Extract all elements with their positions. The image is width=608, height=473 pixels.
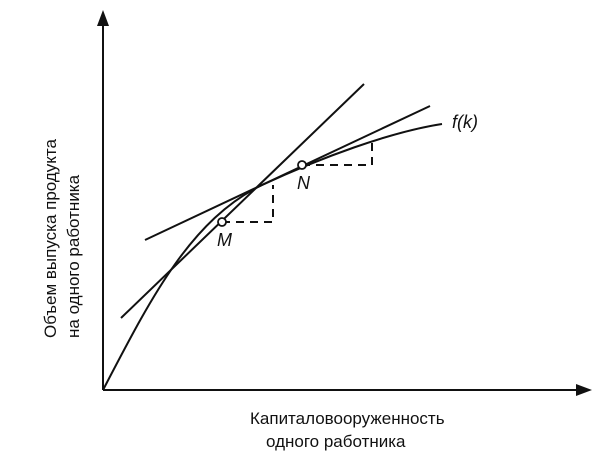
axes <box>97 10 592 396</box>
dashed-step-m <box>222 185 274 223</box>
curve-label: f(k) <box>452 112 478 132</box>
steep-tangent-line <box>120 83 365 319</box>
x-axis-label: Капиталовооруженность одного работника <box>250 409 445 451</box>
point-m-label: M <box>217 230 232 250</box>
dashed-steps <box>222 140 373 223</box>
production-function-curve <box>102 123 443 391</box>
y-axis-label: Объем выпуска продукта на одного работни… <box>41 138 83 338</box>
x-axis-label-line1: Капиталовооруженность <box>250 409 445 428</box>
y-axis-label-line1: Объем выпуска продукта <box>41 138 60 338</box>
point-m <box>217 217 227 227</box>
flat-tangent-line <box>144 105 431 241</box>
y-axis-arrow <box>97 10 109 26</box>
x-axis-arrow <box>576 384 592 396</box>
point-n-label: N <box>297 173 311 193</box>
point-n <box>297 160 307 170</box>
dashed-step-n <box>302 140 373 166</box>
y-axis-label-line2: на одного работника <box>64 174 83 338</box>
x-axis-label-line2: одного работника <box>266 432 406 451</box>
